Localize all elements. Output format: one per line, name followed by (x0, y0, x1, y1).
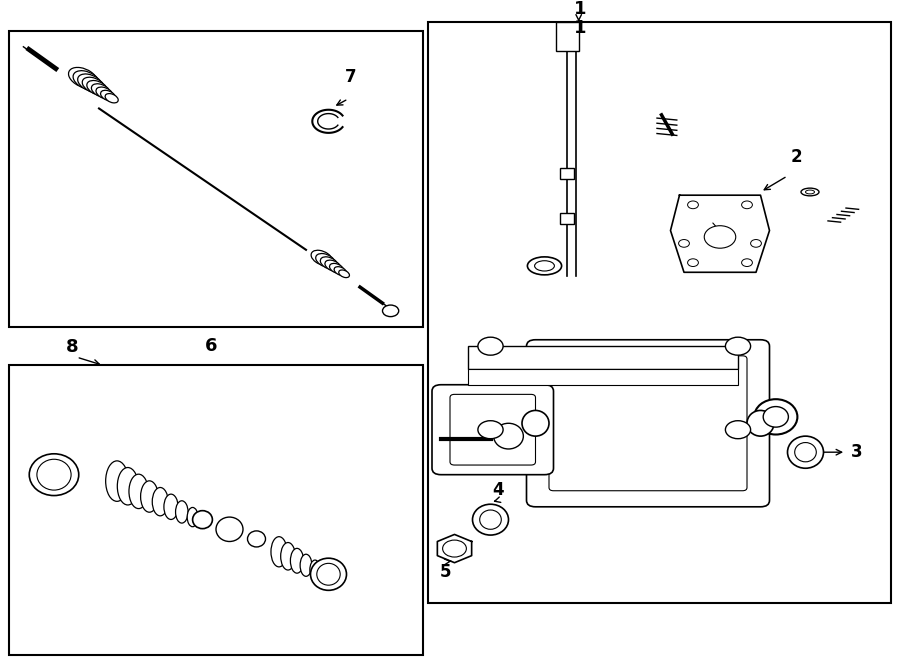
Text: 5: 5 (440, 563, 451, 581)
Ellipse shape (101, 91, 115, 101)
Ellipse shape (152, 487, 168, 516)
Ellipse shape (105, 461, 129, 501)
Ellipse shape (334, 266, 346, 276)
Ellipse shape (271, 537, 287, 567)
Ellipse shape (763, 407, 788, 427)
Ellipse shape (704, 225, 736, 248)
Bar (560, 213, 574, 224)
Ellipse shape (329, 263, 344, 274)
Ellipse shape (754, 399, 797, 434)
Text: 4: 4 (492, 481, 503, 499)
Text: 1: 1 (574, 19, 587, 36)
Ellipse shape (311, 251, 332, 266)
Ellipse shape (480, 510, 501, 529)
Bar (468, 369, 738, 385)
Circle shape (742, 201, 752, 209)
Ellipse shape (193, 511, 212, 529)
Ellipse shape (795, 443, 816, 462)
Ellipse shape (37, 459, 71, 490)
Ellipse shape (338, 270, 349, 278)
Circle shape (478, 337, 503, 355)
Ellipse shape (187, 508, 198, 527)
Circle shape (688, 259, 698, 266)
Ellipse shape (472, 504, 508, 535)
Bar (428, 22, 891, 603)
Circle shape (742, 259, 752, 266)
Ellipse shape (291, 549, 303, 573)
FancyBboxPatch shape (432, 385, 554, 475)
Text: 7: 7 (346, 68, 356, 86)
Ellipse shape (82, 77, 105, 94)
Ellipse shape (801, 188, 819, 196)
Circle shape (751, 239, 761, 247)
Ellipse shape (310, 558, 346, 590)
Ellipse shape (77, 74, 103, 92)
Ellipse shape (117, 467, 139, 505)
Bar (9, 366, 423, 654)
Ellipse shape (96, 87, 113, 99)
Ellipse shape (320, 257, 338, 270)
Bar (9, 31, 423, 327)
Ellipse shape (747, 410, 774, 436)
Ellipse shape (522, 410, 549, 436)
Ellipse shape (527, 257, 562, 275)
Ellipse shape (129, 474, 148, 508)
Text: 1: 1 (574, 0, 587, 18)
Circle shape (382, 305, 399, 317)
Ellipse shape (535, 260, 554, 271)
Bar (556, 22, 579, 51)
Ellipse shape (140, 481, 158, 512)
Bar (560, 168, 574, 179)
Ellipse shape (86, 81, 108, 96)
Circle shape (443, 540, 466, 557)
Ellipse shape (29, 454, 79, 496)
Circle shape (725, 420, 751, 439)
Ellipse shape (484, 415, 533, 457)
Ellipse shape (164, 494, 178, 520)
Ellipse shape (68, 67, 97, 88)
Ellipse shape (248, 531, 266, 547)
Ellipse shape (300, 554, 312, 576)
Ellipse shape (317, 563, 340, 585)
Ellipse shape (92, 84, 111, 97)
Ellipse shape (806, 190, 814, 194)
Circle shape (478, 420, 503, 439)
Text: 8: 8 (66, 338, 78, 356)
Ellipse shape (281, 543, 295, 570)
Ellipse shape (216, 517, 243, 541)
Circle shape (688, 201, 698, 209)
Ellipse shape (176, 501, 188, 523)
FancyBboxPatch shape (450, 395, 536, 465)
Circle shape (725, 337, 751, 355)
Ellipse shape (105, 94, 118, 103)
Ellipse shape (310, 560, 320, 580)
Text: 6: 6 (205, 336, 218, 354)
FancyBboxPatch shape (526, 340, 770, 507)
Text: 3: 3 (850, 443, 862, 461)
FancyBboxPatch shape (549, 356, 747, 490)
Bar (468, 346, 738, 369)
Ellipse shape (788, 436, 824, 468)
Ellipse shape (325, 260, 341, 272)
Text: 2: 2 (791, 148, 802, 167)
Ellipse shape (316, 254, 336, 268)
Ellipse shape (73, 71, 100, 90)
Circle shape (679, 239, 689, 247)
Ellipse shape (493, 423, 523, 449)
